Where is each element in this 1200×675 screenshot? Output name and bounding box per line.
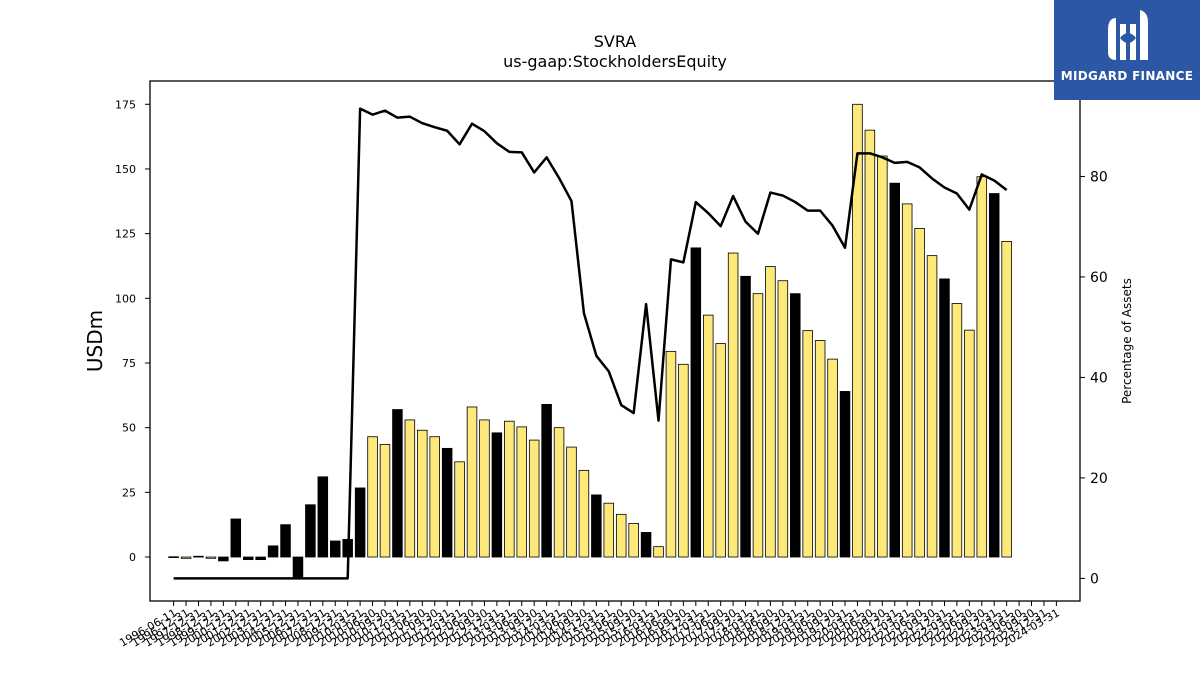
bar-2023-03-31 xyxy=(1001,240,1012,558)
bar-2014-12-31 xyxy=(591,494,602,558)
logo-mark-icon xyxy=(1108,10,1148,60)
bar-2017-03-31 xyxy=(703,314,714,558)
y-tick-label-50: 50 xyxy=(122,422,136,435)
bar-2014-03-31 xyxy=(553,427,565,558)
bar-2010-03-31 xyxy=(354,487,366,558)
bar-2013-06-30 xyxy=(516,426,528,558)
bar-2017-06-30 xyxy=(715,343,726,558)
bar-2016-06-30 xyxy=(665,350,677,558)
bar-2010-06-30 xyxy=(367,436,378,558)
bar-2003-12-31 xyxy=(267,545,279,558)
bar-2012-03-31 xyxy=(454,461,465,558)
logo-text: MIDGARD FINANCE xyxy=(1060,69,1194,83)
percentage-line xyxy=(173,107,1008,580)
bar-2015-06-30 xyxy=(615,513,627,558)
y2-tick-label-20: 20 xyxy=(1090,471,1108,487)
bar-2012-12-31 xyxy=(491,432,503,558)
y2-tick-label-60: 60 xyxy=(1090,270,1108,286)
bar-2017-09-30 xyxy=(727,252,739,558)
bar-2010-12-31 xyxy=(392,409,403,558)
y-tick-label-75: 75 xyxy=(122,357,136,370)
bar-2011-09-30 xyxy=(429,436,440,558)
bar-2011-12-31 xyxy=(441,447,453,558)
bar-2010-09-30 xyxy=(379,444,391,558)
bar-2015-12-31 xyxy=(640,532,652,558)
y-tick-label-100: 100 xyxy=(115,292,136,305)
bar-2018-03-31 xyxy=(752,293,764,558)
bar-2020-03-31 xyxy=(852,103,863,558)
bar-2005-12-31 xyxy=(292,556,304,579)
bar-1996-06-11 xyxy=(168,556,179,558)
bar-2011-06-30 xyxy=(417,429,428,558)
chart-title: SVRA xyxy=(593,32,637,51)
bar-2001-12-31 xyxy=(242,556,254,561)
y2-tick-label-0: 0 xyxy=(1090,571,1099,587)
bar-2021-09-30 xyxy=(926,255,938,558)
bar-2021-06-30 xyxy=(914,228,925,558)
y2-axis-label: Percentage of Assets xyxy=(1120,278,1134,404)
bar-2007-12-31 xyxy=(317,476,329,558)
bar-2020-12-31 xyxy=(889,182,901,558)
bar-2019-12-31 xyxy=(839,391,851,558)
chart-subtitle: us-gaap:StockholdersEquity xyxy=(503,52,727,71)
bar-1996-12-31 xyxy=(180,556,192,559)
bar-2015-09-30 xyxy=(628,522,639,558)
bar-2012-09-30 xyxy=(479,419,490,558)
bar-2022-06-30 xyxy=(964,329,975,558)
bar-2020-06-30 xyxy=(864,129,876,558)
y-tick-label-0: 0 xyxy=(129,551,136,564)
bar-2015-03-31 xyxy=(603,502,615,558)
bar-2000-12-31 xyxy=(230,518,242,558)
bar-2022-12-31 xyxy=(988,193,1000,558)
bar-2018-12-31 xyxy=(790,293,801,558)
bar-2008-12-31 xyxy=(330,540,341,558)
bar-2019-03-31 xyxy=(802,330,813,558)
y-tick-label-25: 25 xyxy=(122,486,136,499)
bar-1998-12-31 xyxy=(205,556,217,559)
bar-2014-09-30 xyxy=(578,469,590,558)
bar-2013-03-31 xyxy=(504,420,515,558)
y2-tick-label-80: 80 xyxy=(1090,169,1108,185)
bar-2019-09-30 xyxy=(827,358,838,558)
bar-2006-12-31 xyxy=(305,504,316,558)
bar-1999-12-31 xyxy=(218,556,229,562)
bar-2017-12-31 xyxy=(740,275,751,558)
bar-2016-09-30 xyxy=(678,363,689,558)
bar-2012-06-30 xyxy=(466,406,478,558)
y-tick-label-150: 150 xyxy=(115,163,136,176)
bar-2013-09-30 xyxy=(528,439,540,558)
bar-2022-09-30 xyxy=(976,176,988,558)
plot-frame xyxy=(149,80,1081,602)
bar-2018-06-30 xyxy=(765,266,776,558)
brand-logo: MIDGARD FINANCE xyxy=(1054,0,1200,100)
bar-2019-06-30 xyxy=(814,340,826,558)
y-axis-label: USDm xyxy=(83,310,107,372)
bar-2021-12-31 xyxy=(939,278,950,558)
bar-2022-03-31 xyxy=(951,303,963,558)
bar-2004-12-31 xyxy=(280,524,291,558)
bar-2020-09-30 xyxy=(877,155,888,558)
bar-2016-12-31 xyxy=(690,247,702,558)
bar-2013-12-31 xyxy=(541,403,552,558)
bar-2011-03-31 xyxy=(404,419,416,558)
bar-1997-12-31 xyxy=(193,555,204,558)
y-tick-label-125: 125 xyxy=(115,228,136,241)
bar-2018-09-30 xyxy=(777,280,789,558)
bar-2021-03-31 xyxy=(901,203,913,558)
bar-2002-12-31 xyxy=(255,556,266,561)
y2-tick-label-40: 40 xyxy=(1090,370,1108,386)
y-tick-label-175: 175 xyxy=(115,98,136,111)
bar-2014-06-30 xyxy=(566,446,577,558)
bar-2016-03-31 xyxy=(653,546,664,558)
